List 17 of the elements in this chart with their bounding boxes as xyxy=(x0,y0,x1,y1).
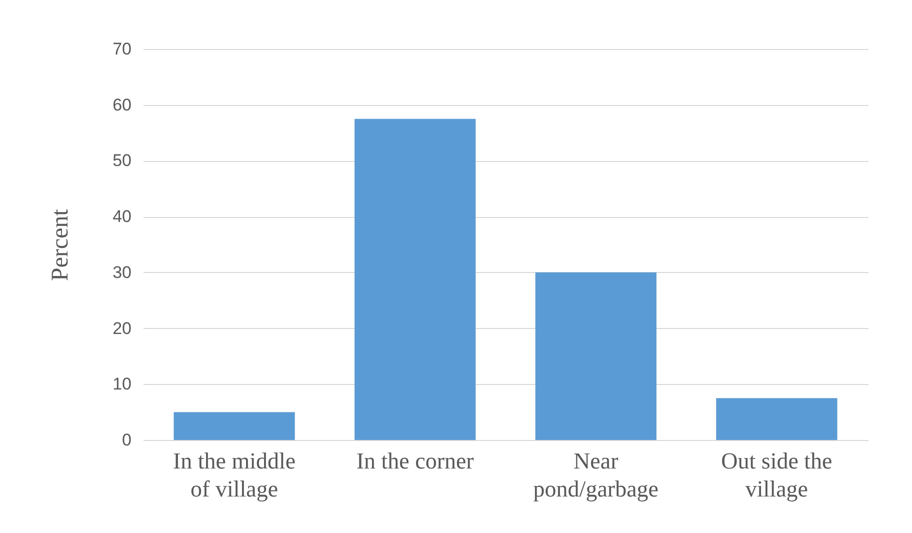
y-axis-title: Percent xyxy=(48,208,74,281)
x-tick-label: In the corner xyxy=(356,448,474,474)
bar xyxy=(716,398,838,440)
y-tick-label: 0 xyxy=(122,430,132,450)
bar xyxy=(354,118,476,440)
x-tick-label: Near pond/garbage xyxy=(533,448,658,502)
bar xyxy=(174,412,295,440)
x-tick-label: Out side the village xyxy=(721,448,832,502)
y-tick-label: 60 xyxy=(112,95,132,114)
y-tick-label: 50 xyxy=(112,151,132,170)
y-tick-label: 10 xyxy=(112,374,132,394)
y-tick-label: 20 xyxy=(112,318,132,338)
y-tick-label: 30 xyxy=(112,262,132,282)
x-tick-label: In the middle of village xyxy=(172,448,296,502)
y-tick-label: 40 xyxy=(112,207,132,226)
y-tick-label: 70 xyxy=(112,40,132,58)
bar xyxy=(535,272,656,440)
